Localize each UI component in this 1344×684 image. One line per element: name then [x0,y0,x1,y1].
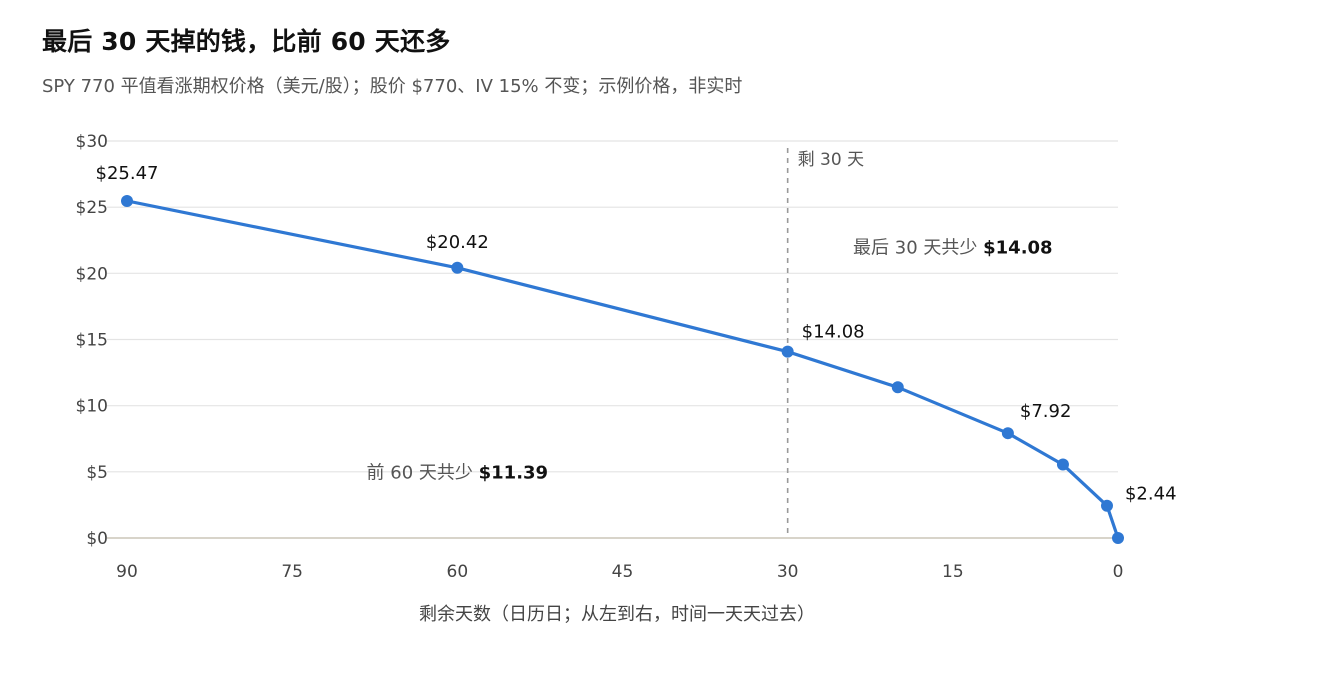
data-point [451,261,464,274]
chart-title: 最后 30 天掉的钱，比前 60 天还多 [42,27,451,56]
x-tick-label: 75 [281,562,303,582]
y-tick-label: $5 [86,463,108,483]
annotation-value: $11.39 [479,462,548,483]
x-tick-label: 15 [942,562,964,582]
x-axis-tick-labels: 90 75 60 45 30 15 0 [116,562,1123,582]
data-labels: $25.47 $20.42 $14.08 $7.92 $2.44 [96,163,1177,505]
x-tick-label: 60 [447,562,469,582]
gridlines [107,140,1118,473]
x-tick-label: 0 [1113,562,1124,582]
data-label: $20.42 [426,232,489,253]
annotation: 前 60 天共少 $11.39 [367,462,549,483]
data-point [1056,458,1069,471]
x-tick-label: 30 [777,562,799,582]
annotation-text: 前 60 天共少 [367,462,479,483]
data-label: $2.44 [1125,484,1177,505]
annotations: 最后 30 天共少 $14.08 前 60 天共少 $11.39 [367,237,1053,483]
y-tick-label: $25 [76,198,108,218]
y-tick-label: $10 [76,397,108,417]
y-tick-label: $20 [76,264,108,284]
data-point [1112,532,1124,544]
y-tick-label: $30 [76,132,108,152]
annotation-value: $14.08 [983,237,1052,258]
series-line [125,199,1120,540]
x-tick-label: 45 [612,562,634,582]
data-point [781,345,794,358]
data-point [1100,499,1113,512]
data-label: $7.92 [1020,401,1072,422]
x-tick-label: 90 [116,562,138,582]
annotation-text: 最后 30 天共少 [853,237,983,258]
data-point [121,194,133,207]
annotation: 最后 30 天共少 $14.08 [853,237,1053,258]
y-axis-tick-labels: $0 $5 $10 $15 $20 $25 $30 [76,132,108,549]
y-tick-label: $0 [86,529,108,549]
data-point [891,381,904,394]
series-line-group [125,199,1120,540]
data-label: $14.08 [802,322,865,343]
reference-line-group: 剩 30 天 [786,148,864,538]
y-tick-label: $15 [76,331,108,351]
data-point [1001,427,1014,440]
reference-line-label: 剩 30 天 [798,150,864,170]
data-label: $25.47 [96,163,159,184]
chart-subtitle: SPY 770 平值看涨期权价格（美元/股）；股价 $770、IV 15% 不变… [42,76,743,97]
data-points [121,194,1124,544]
x-axis-label: 剩余天数（日历日；从左到右，时间一天天过去） [419,604,815,625]
